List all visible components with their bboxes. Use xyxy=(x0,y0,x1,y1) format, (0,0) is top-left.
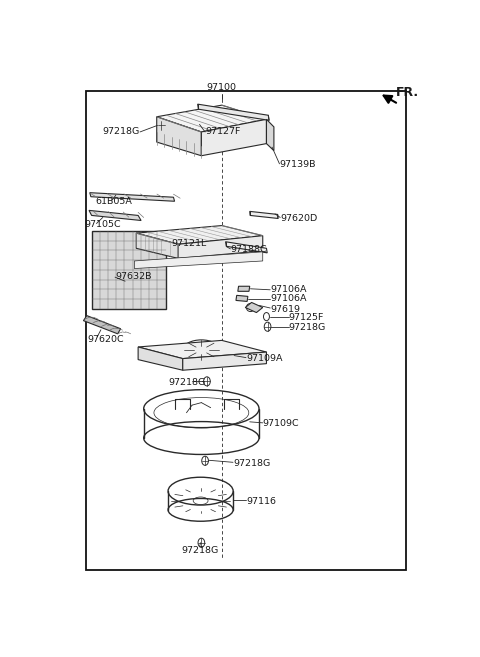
Text: 97218G: 97218G xyxy=(233,459,270,468)
Polygon shape xyxy=(236,296,248,302)
Polygon shape xyxy=(156,105,266,132)
Text: 97125F: 97125F xyxy=(289,313,324,322)
Text: 97121L: 97121L xyxy=(172,239,207,248)
Text: 97632B: 97632B xyxy=(115,271,152,281)
Text: 97218G: 97218G xyxy=(103,127,140,137)
Text: 97619: 97619 xyxy=(270,305,300,313)
Text: 97109C: 97109C xyxy=(263,419,300,428)
Text: 97106A: 97106A xyxy=(270,294,307,304)
Text: 97620C: 97620C xyxy=(87,335,124,344)
Text: 97106A: 97106A xyxy=(270,285,307,294)
Text: 97109A: 97109A xyxy=(246,354,283,363)
Bar xyxy=(92,231,166,309)
Text: 97139B: 97139B xyxy=(279,160,316,170)
Text: FR.: FR. xyxy=(396,86,419,99)
Text: 97188C: 97188C xyxy=(230,245,267,254)
Text: 97127F: 97127F xyxy=(205,127,240,137)
Text: 97620D: 97620D xyxy=(280,214,317,223)
Polygon shape xyxy=(202,120,266,156)
Bar xyxy=(86,91,406,570)
Polygon shape xyxy=(198,104,269,120)
Polygon shape xyxy=(156,117,202,156)
Polygon shape xyxy=(138,347,183,371)
Polygon shape xyxy=(178,236,263,258)
Polygon shape xyxy=(136,233,178,258)
Polygon shape xyxy=(134,252,263,269)
Polygon shape xyxy=(136,225,263,244)
Polygon shape xyxy=(266,120,274,150)
Text: 97218G: 97218G xyxy=(168,378,205,387)
Text: 61B05A: 61B05A xyxy=(96,196,132,206)
Polygon shape xyxy=(238,286,250,291)
Polygon shape xyxy=(250,212,278,219)
Polygon shape xyxy=(89,210,141,221)
Text: 97116: 97116 xyxy=(246,497,276,506)
Text: 97100: 97100 xyxy=(207,83,237,92)
Polygon shape xyxy=(226,242,267,253)
Polygon shape xyxy=(183,352,266,371)
Polygon shape xyxy=(138,340,266,359)
Text: 97105C: 97105C xyxy=(84,220,121,229)
Polygon shape xyxy=(245,302,263,313)
Text: 97218G: 97218G xyxy=(181,546,218,555)
Polygon shape xyxy=(90,193,175,201)
Text: 97218G: 97218G xyxy=(289,323,326,332)
Polygon shape xyxy=(84,315,120,334)
